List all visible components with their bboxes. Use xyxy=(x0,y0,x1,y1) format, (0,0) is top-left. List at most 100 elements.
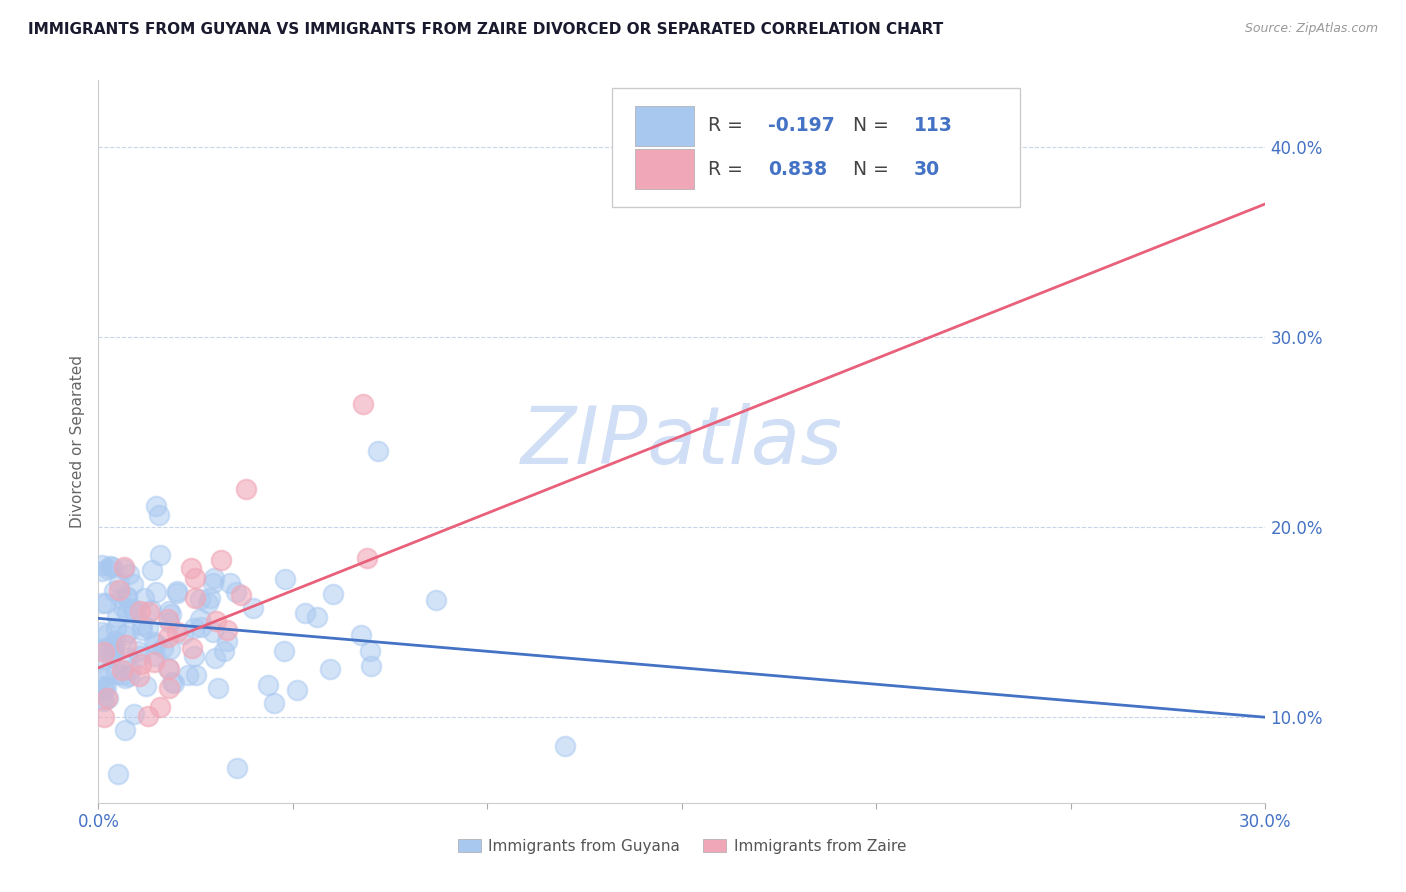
Point xyxy=(242,601,264,615)
Point xyxy=(104,667,127,681)
FancyBboxPatch shape xyxy=(636,149,693,189)
Point xyxy=(103,584,125,599)
Point xyxy=(143,649,166,664)
Point xyxy=(112,562,135,576)
Point xyxy=(198,591,221,605)
Point xyxy=(128,649,150,664)
Point xyxy=(148,508,170,523)
Point xyxy=(131,624,153,638)
Point xyxy=(163,675,186,690)
Point xyxy=(93,645,115,659)
Text: 113: 113 xyxy=(914,116,953,136)
Point xyxy=(91,691,114,706)
Point xyxy=(159,615,181,629)
Point xyxy=(177,668,200,682)
Point xyxy=(145,585,167,599)
Point xyxy=(91,624,114,639)
Point xyxy=(97,664,120,678)
Point xyxy=(274,572,297,586)
Point xyxy=(156,630,179,644)
Point xyxy=(93,682,115,697)
Point xyxy=(157,662,180,676)
FancyBboxPatch shape xyxy=(636,106,693,145)
Legend: Immigrants from Guyana, Immigrants from Zaire: Immigrants from Guyana, Immigrants from … xyxy=(451,833,912,860)
Point xyxy=(145,637,167,651)
Point xyxy=(273,644,295,658)
Point xyxy=(166,584,188,599)
Text: 30: 30 xyxy=(914,160,941,178)
Point xyxy=(96,627,118,641)
Point xyxy=(359,644,381,658)
Point xyxy=(93,710,115,724)
Point xyxy=(142,635,165,649)
Point xyxy=(136,709,159,723)
Point xyxy=(115,638,138,652)
Point xyxy=(138,605,160,619)
Point xyxy=(166,624,188,639)
Point xyxy=(319,662,342,676)
Point xyxy=(96,680,118,694)
Point xyxy=(183,649,205,664)
Point xyxy=(97,690,120,705)
Text: N =: N = xyxy=(853,160,896,178)
Text: R =: R = xyxy=(707,160,748,178)
Point xyxy=(205,614,228,628)
Text: ZIPatlas: ZIPatlas xyxy=(520,402,844,481)
Point xyxy=(117,650,139,665)
Point xyxy=(152,640,174,655)
Point xyxy=(103,645,125,659)
Point xyxy=(104,633,127,648)
Point xyxy=(135,679,157,693)
Point xyxy=(118,566,141,581)
Point xyxy=(118,669,141,683)
Point xyxy=(117,624,139,639)
Text: IMMIGRANTS FROM GUYANA VS IMMIGRANTS FROM ZAIRE DIVORCED OR SEPARATED CORRELATIO: IMMIGRANTS FROM GUYANA VS IMMIGRANTS FRO… xyxy=(28,22,943,37)
Point xyxy=(91,565,114,579)
Point xyxy=(157,661,180,675)
Point xyxy=(219,576,242,591)
Point xyxy=(204,650,226,665)
Text: -0.197: -0.197 xyxy=(768,116,835,136)
Point xyxy=(118,663,141,677)
Point xyxy=(115,591,138,605)
Point xyxy=(294,606,316,620)
Point xyxy=(93,652,115,666)
Point xyxy=(184,591,207,605)
Point xyxy=(129,604,152,618)
Point xyxy=(98,558,121,573)
Point xyxy=(188,591,211,606)
Text: R =: R = xyxy=(707,116,748,136)
Point xyxy=(114,627,136,641)
Point xyxy=(131,617,153,632)
Point xyxy=(103,640,125,654)
Point xyxy=(107,767,129,781)
Text: Source: ZipAtlas.com: Source: ZipAtlas.com xyxy=(1244,22,1378,36)
Point xyxy=(122,577,145,591)
Point xyxy=(235,482,257,496)
Point xyxy=(112,600,135,615)
Point xyxy=(93,679,115,693)
Point xyxy=(425,592,447,607)
Point xyxy=(111,664,134,678)
Point xyxy=(202,571,225,585)
FancyBboxPatch shape xyxy=(612,87,1021,207)
Point xyxy=(122,706,145,721)
Point xyxy=(100,560,122,574)
Point xyxy=(141,563,163,577)
Point xyxy=(285,682,308,697)
Point xyxy=(202,624,225,639)
Point xyxy=(180,561,202,575)
Point xyxy=(114,671,136,685)
Point xyxy=(136,621,159,635)
Point xyxy=(184,571,207,585)
Point xyxy=(149,548,172,562)
Point xyxy=(101,650,124,665)
Point xyxy=(105,609,128,624)
Point xyxy=(217,623,239,637)
Point xyxy=(110,591,132,606)
Point xyxy=(111,668,134,682)
Point xyxy=(209,553,232,567)
Point xyxy=(141,603,163,617)
Point xyxy=(107,582,129,597)
Point xyxy=(91,558,114,573)
